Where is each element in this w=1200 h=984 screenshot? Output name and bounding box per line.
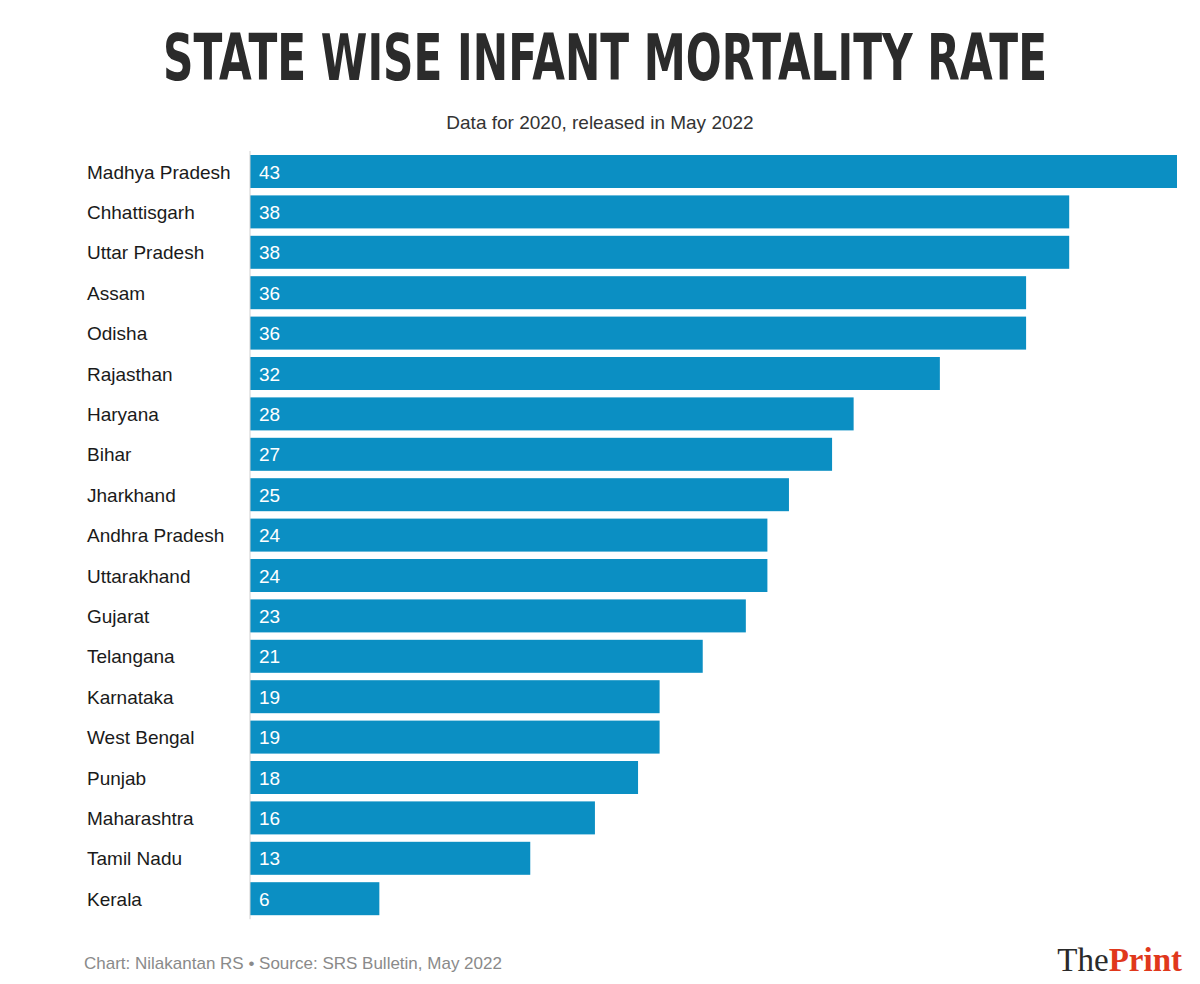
category-label: Andhra Pradesh bbox=[87, 525, 224, 546]
data-label: 32 bbox=[259, 364, 280, 385]
caption: Chart: Nilakantan RS • Source: SRS Bulle… bbox=[84, 954, 502, 973]
bar bbox=[250, 195, 1069, 228]
bar bbox=[250, 155, 1177, 188]
data-label: 19 bbox=[259, 687, 280, 708]
logo-part: The bbox=[1057, 942, 1108, 978]
data-label: 24 bbox=[259, 566, 281, 587]
category-label: Karnataka bbox=[87, 687, 174, 708]
bar bbox=[250, 236, 1069, 269]
category-label: Madhya Pradesh bbox=[87, 162, 231, 183]
data-label: 18 bbox=[259, 768, 280, 789]
bar bbox=[250, 680, 660, 713]
bar bbox=[250, 478, 789, 511]
category-label: Tamil Nadu bbox=[87, 848, 182, 869]
background bbox=[0, 0, 1200, 984]
data-label: 43 bbox=[259, 162, 280, 183]
bar bbox=[250, 397, 854, 430]
bars bbox=[250, 155, 1177, 915]
logo: ThePrint bbox=[1057, 942, 1182, 978]
data-label: 19 bbox=[259, 727, 280, 748]
category-label: Uttarakhand bbox=[87, 566, 191, 587]
bar bbox=[250, 640, 703, 673]
bar bbox=[250, 761, 638, 794]
bar bbox=[250, 801, 595, 834]
category-label: Odisha bbox=[87, 323, 148, 344]
category-label: Chhattisgarh bbox=[87, 202, 195, 223]
category-label: Gujarat bbox=[87, 606, 150, 627]
title: STATE WISE INFANT MORTALITY RATE bbox=[163, 21, 1047, 95]
bar bbox=[250, 599, 746, 632]
data-label: 16 bbox=[259, 808, 280, 829]
category-label: Kerala bbox=[87, 889, 142, 910]
category-label: Maharashtra bbox=[87, 808, 194, 829]
subtitle: Data for 2020, released in May 2022 bbox=[446, 112, 753, 133]
data-label: 25 bbox=[259, 485, 280, 506]
category-label: Rajasthan bbox=[87, 364, 173, 385]
category-label: Punjab bbox=[87, 768, 146, 789]
data-label: 6 bbox=[259, 889, 270, 910]
bar bbox=[250, 842, 530, 875]
category-label: Assam bbox=[87, 283, 145, 304]
labels: Madhya Pradesh 43 Chhattisgarh 38 Uttar Prad… bbox=[87, 162, 281, 910]
bar bbox=[250, 882, 379, 915]
data-label: 13 bbox=[259, 848, 280, 869]
data-label: 36 bbox=[259, 323, 280, 344]
axis-line bbox=[250, 151, 251, 919]
bar bbox=[250, 519, 767, 552]
data-label: 27 bbox=[259, 444, 280, 465]
category-label: West Bengal bbox=[87, 727, 194, 748]
category-label: Telangana bbox=[87, 646, 175, 667]
chart: STATE WISE INFANT MORTALITY RATE Data for… bbox=[0, 0, 1200, 984]
category-label: Haryana bbox=[87, 404, 159, 425]
bar bbox=[250, 317, 1026, 350]
bar bbox=[250, 438, 832, 471]
category-label: Bihar bbox=[87, 444, 132, 465]
data-label: 21 bbox=[259, 646, 280, 667]
logo-part: Print bbox=[1109, 942, 1182, 978]
bar bbox=[250, 559, 767, 592]
category-label: Uttar Pradesh bbox=[87, 242, 204, 263]
category-label: Jharkhand bbox=[87, 485, 176, 506]
data-label: 24 bbox=[259, 525, 281, 546]
data-label: 38 bbox=[259, 202, 280, 223]
bar bbox=[250, 276, 1026, 309]
data-label: 38 bbox=[259, 242, 280, 263]
data-label: 28 bbox=[259, 404, 280, 425]
bar bbox=[250, 721, 660, 754]
data-label: 36 bbox=[259, 283, 280, 304]
data-label: 23 bbox=[259, 606, 280, 627]
bar bbox=[250, 357, 940, 390]
